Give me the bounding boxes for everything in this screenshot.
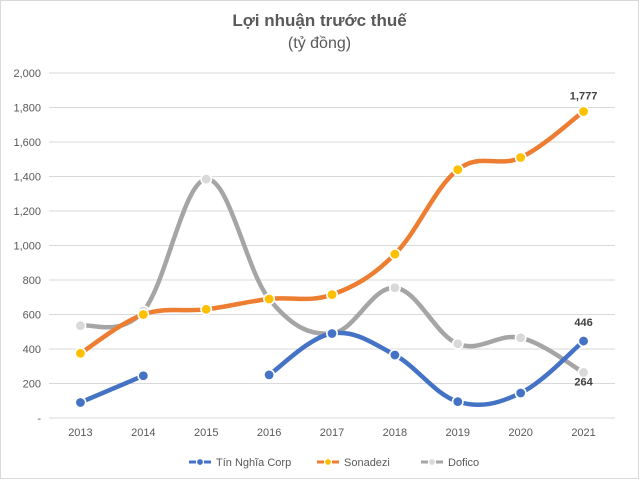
data-point [263, 368, 276, 381]
data-point [74, 396, 87, 409]
x-tick-label: 2017 [320, 427, 344, 439]
legend-marker [323, 457, 333, 467]
data-label: 264 [574, 376, 593, 388]
data-point [325, 327, 338, 340]
legend-label: Tín Nghĩa Corp [216, 457, 291, 469]
x-tick-label: 2013 [68, 427, 92, 439]
x-tick-label: 2020 [508, 427, 532, 439]
data-label: 446 [574, 317, 592, 329]
data-point [451, 395, 464, 408]
x-tick-label: 2019 [446, 427, 470, 439]
y-tick-label: 600 [23, 310, 41, 322]
data-point [74, 319, 87, 332]
series-line [78, 373, 146, 405]
data-label: 1,777 [570, 90, 598, 102]
y-tick-label: 1,800 [13, 103, 41, 115]
series-line [78, 109, 586, 356]
x-tick-label: 2021 [571, 427, 595, 439]
y-tick-label: 1,600 [13, 137, 41, 149]
legend-marker [427, 457, 437, 467]
data-point [137, 308, 150, 321]
legend-marker [195, 457, 205, 467]
data-point [388, 349, 401, 362]
data-point [514, 386, 527, 399]
y-tick-label: - [37, 413, 41, 425]
x-tick-label: 2018 [383, 427, 407, 439]
data-point [200, 303, 213, 316]
data-point [577, 105, 590, 118]
series-line [78, 176, 586, 375]
x-tick-label: 2014 [131, 427, 155, 439]
chart-subtitle: (tỷ đồng) [287, 35, 352, 52]
chart-title: Lợi nhuận trước thuế [232, 11, 407, 30]
data-point [388, 248, 401, 261]
data-point [577, 366, 590, 379]
x-tick-label: 2015 [194, 427, 218, 439]
data-point [577, 335, 590, 348]
y-tick-label: 1,200 [13, 206, 41, 218]
data-point [451, 337, 464, 350]
data-point [451, 163, 464, 176]
data-point [200, 173, 213, 186]
y-tick-label: 1,000 [13, 241, 41, 253]
x-tick-label: 2016 [257, 427, 281, 439]
data-point [325, 288, 338, 301]
data-point [514, 151, 527, 164]
data-point [514, 331, 527, 344]
data-point [137, 369, 150, 382]
y-tick-label: 2,000 [13, 68, 41, 80]
data-point [74, 347, 87, 360]
data-point [263, 292, 276, 305]
legend-label: Dofico [448, 457, 479, 469]
y-tick-label: 1,400 [13, 172, 41, 184]
data-point [388, 281, 401, 294]
y-tick-label: 800 [23, 275, 41, 287]
legend-label: Sonadezi [344, 457, 390, 469]
y-tick-label: 400 [23, 344, 41, 356]
y-tick-label: 200 [23, 379, 41, 391]
